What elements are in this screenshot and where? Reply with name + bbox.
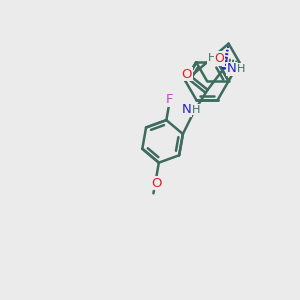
Text: N: N bbox=[227, 62, 236, 75]
Text: O: O bbox=[182, 68, 192, 81]
Text: H: H bbox=[192, 105, 200, 115]
Text: O: O bbox=[151, 177, 161, 190]
Text: F: F bbox=[165, 93, 173, 106]
Text: O: O bbox=[214, 52, 224, 65]
Text: N: N bbox=[182, 103, 191, 116]
Text: H: H bbox=[208, 53, 216, 64]
Text: H: H bbox=[236, 64, 245, 74]
